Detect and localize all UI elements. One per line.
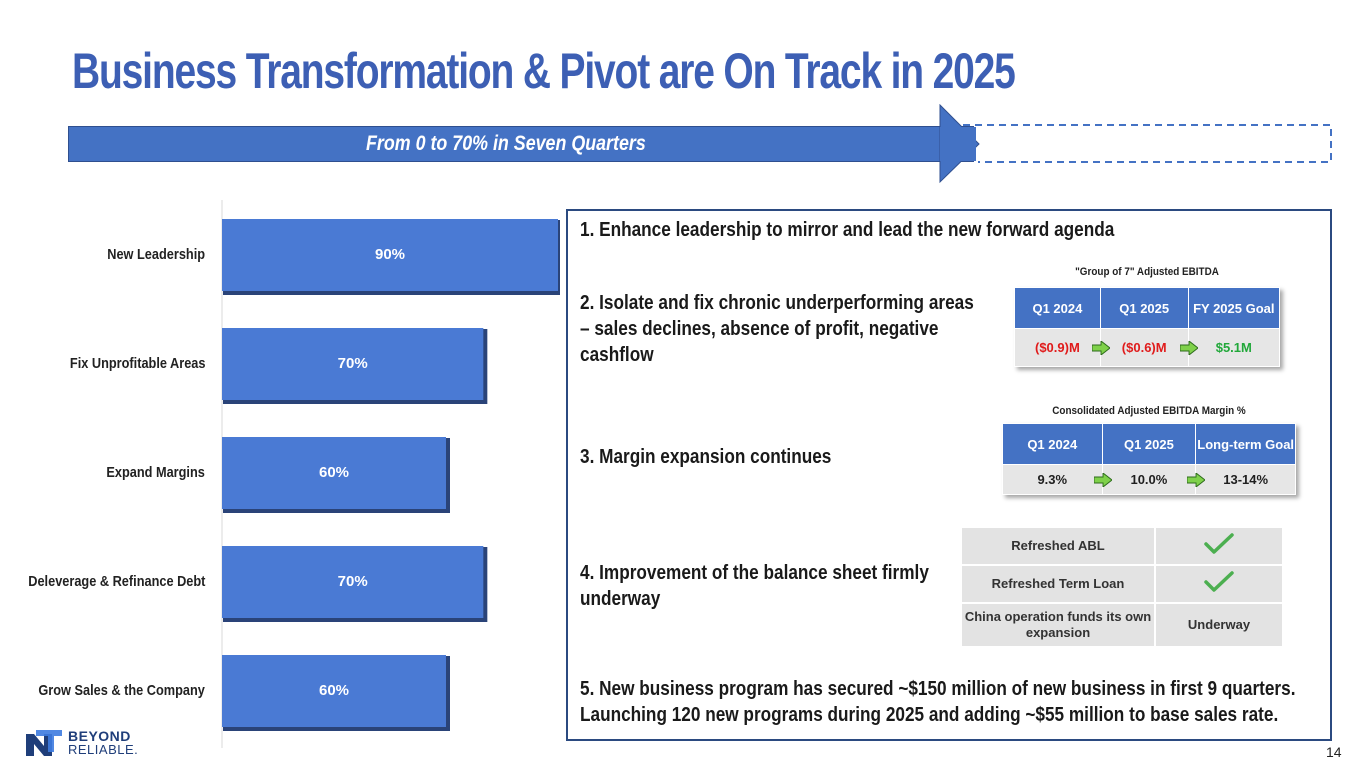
company-logo: BEYOND RELIABLE. <box>24 728 174 760</box>
banner-text: From 0 to 70% in Seven Quarters <box>366 132 646 155</box>
chart-canvas <box>221 200 560 748</box>
page-title: Business Transformation & Pivot are On T… <box>72 43 1016 99</box>
status-label-3: China operation funds its own expansion <box>960 602 1156 648</box>
logo-line-2: RELIABLE. <box>68 742 139 757</box>
margin-value-2-text: 10.0% <box>1130 472 1168 487</box>
margin-header-2: Q1 2025 <box>1101 423 1197 465</box>
right-arrow-icon <box>1091 340 1110 355</box>
bar-value-label: 90% <box>374 246 406 263</box>
item-3: 3. Margin expansion continues <box>580 446 832 468</box>
ebitda-value-1: ($0.9)M <box>1014 328 1110 367</box>
ebitda-value-2-text: ($0.6)M <box>1121 340 1167 355</box>
check-icon <box>1204 533 1234 554</box>
ebitda-header-3: FY 2025 Goal <box>1187 287 1281 329</box>
bar <box>222 219 558 291</box>
bar <box>222 655 446 727</box>
logo-mark-icon <box>26 730 62 756</box>
ebitda-value-1-text: ($0.9)M <box>1035 340 1080 355</box>
progress-arrow-banner: From 0 to 70% in Seven Quarters <box>68 104 1338 186</box>
item-4: 4. Improvement of the balance sheet firm… <box>580 562 929 610</box>
ebitda-value-3: $5.1M <box>1187 328 1281 367</box>
status-value-1 <box>1154 526 1284 566</box>
bar-value-label: 60% <box>318 464 350 481</box>
margin-header-3: Long-term Goal <box>1195 423 1296 465</box>
status-label-2: Refreshed Term Loan <box>960 564 1156 604</box>
bar-value-label: 70% <box>337 573 368 590</box>
margin-value-2: 10.0% <box>1101 464 1206 495</box>
item-5: 5. New business program has secured ~$15… <box>580 678 1296 726</box>
logo-line-1: BEYOND <box>68 728 131 744</box>
margin-value-1: 9.3% <box>1002 464 1112 495</box>
progress-bar-chart: New Leadership 90% Fix Unprofitable Areas 7… <box>0 200 560 750</box>
ebitda-table: Q1 2024 Q1 2025 FY 2025 Goal ($0.9)M ($0… <box>1014 287 1281 367</box>
right-arrow-icon <box>1187 472 1206 487</box>
margin-table: Q1 2024 Q1 2025 Long-term Goal 9.3% 10.0… <box>1002 423 1296 495</box>
check-icon <box>1204 571 1234 592</box>
initiatives-panel <box>566 209 1332 741</box>
bar <box>222 328 484 400</box>
margin-table-title: Consolidated Adjusted EBITDA Margin % <box>1052 405 1246 417</box>
item-2: 2. Isolate and fix chronic underperformi… <box>580 292 974 366</box>
status-label-1: Refreshed ABL <box>960 526 1156 566</box>
status-value-3: Underway <box>1154 602 1284 648</box>
page-number: 14 <box>1326 744 1342 760</box>
right-arrow-icon <box>1093 472 1112 487</box>
bar-value-label: 60% <box>318 682 350 699</box>
margin-header-1: Q1 2024 <box>1002 423 1103 465</box>
right-arrow-icon <box>1179 340 1198 355</box>
status-value-2 <box>1154 564 1284 604</box>
balance-sheet-status-table: Refreshed ABL Refreshed Term Loan China … <box>960 526 1284 648</box>
category-label: Deleverage & Refinance Debt <box>27 573 205 590</box>
category-label: Expand Margins <box>106 464 205 481</box>
item-1: 1. Enhance leadership to mirror and lead… <box>580 219 1115 241</box>
ebitda-value-2: ($0.6)M <box>1099 328 1198 367</box>
margin-value-1-text: 9.3% <box>1037 472 1068 487</box>
margin-value-3: 13-14% <box>1195 464 1296 495</box>
ebitda-table-title: "Group of 7" Adjusted EBITDA <box>1075 266 1219 278</box>
ebitda-header-1: Q1 2024 <box>1014 287 1101 329</box>
ebitda-header-2: Q1 2025 <box>1099 287 1189 329</box>
category-label: New Leadership <box>107 246 205 263</box>
banner-arrow-shape <box>68 104 1332 184</box>
bar <box>222 437 446 509</box>
category-label: Grow Sales & the Company <box>38 682 205 699</box>
bar <box>222 546 484 618</box>
category-label: Fix Unprofitable Areas <box>69 355 205 372</box>
bar-value-label: 70% <box>337 355 368 372</box>
